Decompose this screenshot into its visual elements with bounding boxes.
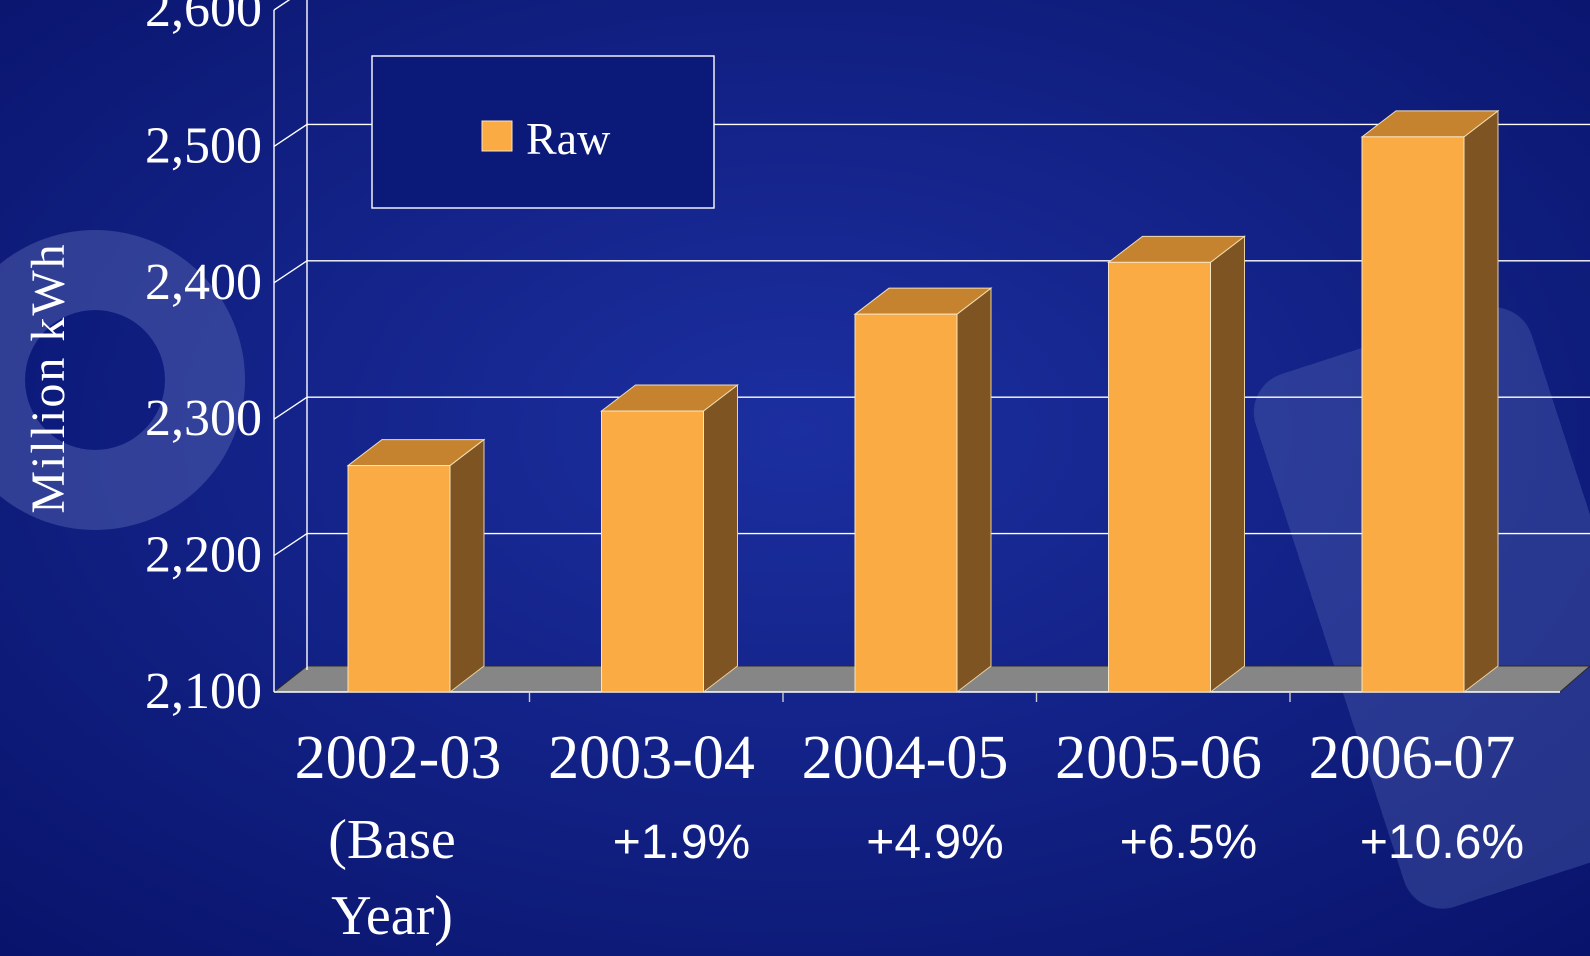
bar-side <box>1463 109 1499 694</box>
gridline-wall <box>273 260 308 284</box>
y-tick-label: 2,100 <box>145 663 262 720</box>
x-tick-label: 2004-05 <box>802 724 1009 792</box>
gridline-wall <box>273 123 308 147</box>
annotation-label: +4.9% <box>866 816 1003 869</box>
x-tick-label: 2005-06 <box>1055 724 1262 792</box>
bar-side <box>703 384 738 694</box>
bar-front <box>1361 136 1465 693</box>
bar-side <box>449 438 485 694</box>
y-tick-label: 2,200 <box>145 527 262 584</box>
annotation-label: +6.5% <box>1120 816 1257 869</box>
legend: Raw <box>371 55 715 209</box>
annotation-label: +10.6% <box>1360 816 1524 869</box>
bar-front <box>347 465 451 693</box>
bar-side <box>956 287 992 694</box>
legend-box <box>371 55 715 209</box>
bar-side <box>1210 235 1245 694</box>
bar-front <box>854 313 958 693</box>
bar[interactable] <box>346 438 486 694</box>
annotation-label: Year) <box>331 885 453 947</box>
bar-front <box>601 410 704 693</box>
bar[interactable] <box>600 384 739 694</box>
bar[interactable] <box>1360 109 1500 694</box>
bar[interactable] <box>1107 235 1246 694</box>
y-tick-label: 2,500 <box>145 117 262 174</box>
y-axis-title: Million kWh <box>22 242 75 513</box>
legend-label: Raw <box>526 113 611 164</box>
gridline-wall <box>273 396 308 420</box>
y-tick-label: 2,300 <box>145 390 262 447</box>
y-tick-label: 2,600 <box>145 0 262 38</box>
annotation-label: (Base <box>328 809 456 871</box>
annotation-label: +1.9% <box>613 816 750 869</box>
gridline-wall <box>273 533 308 557</box>
legend-swatch <box>481 120 513 152</box>
gridline-wall <box>273 0 291 11</box>
bar-front <box>1108 261 1211 693</box>
x-tick-label: 2006-07 <box>1309 724 1516 792</box>
bar[interactable] <box>853 287 993 694</box>
y-tick-label: 2,400 <box>145 254 262 311</box>
x-tick-label: 2002-03 <box>295 724 502 792</box>
x-tick-label: 2003-04 <box>548 724 755 792</box>
